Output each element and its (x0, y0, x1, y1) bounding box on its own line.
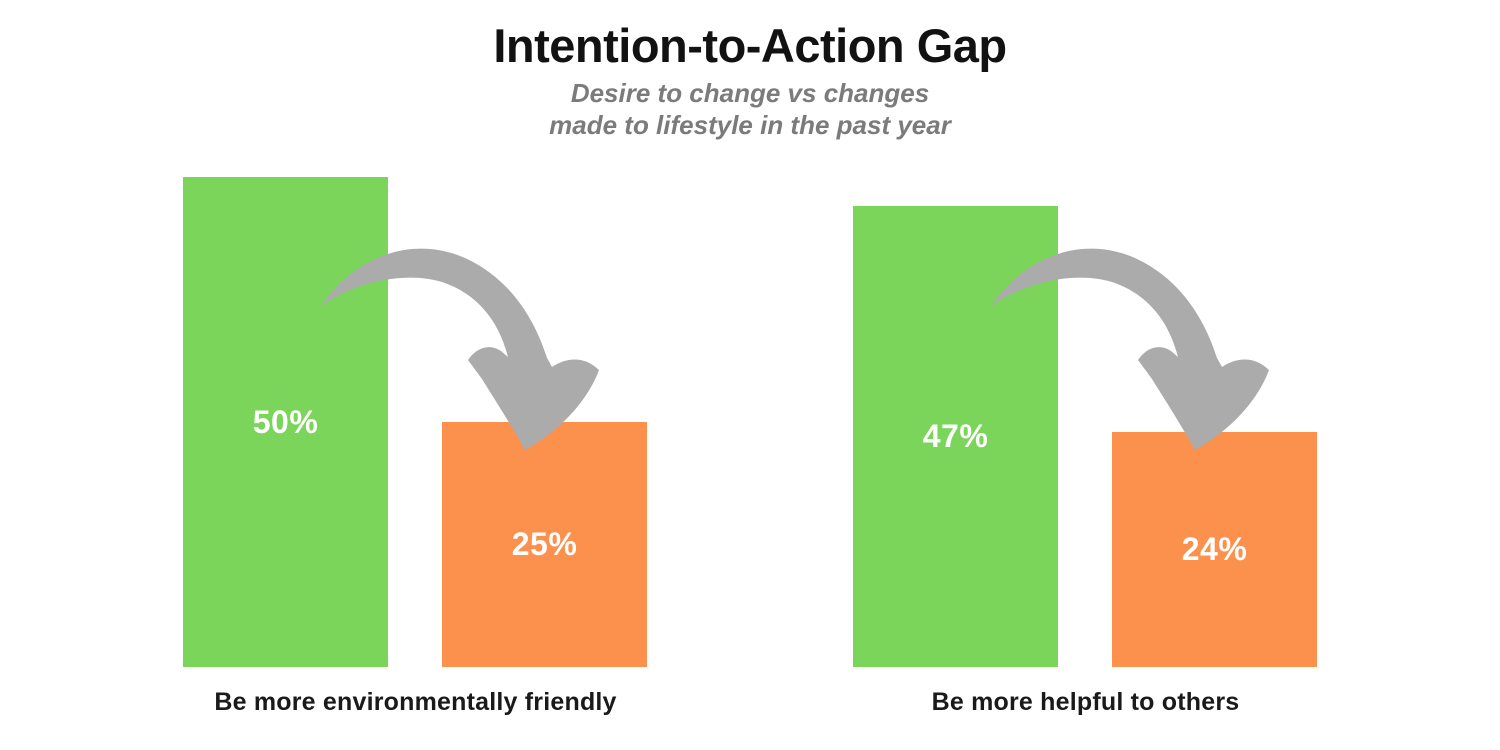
curved-down-arrow-icon (991, 248, 1269, 450)
chart-group-helpful: 47% 24% Be more helpful to others (853, 0, 1318, 750)
intention-value-label: 50% (252, 403, 319, 440)
action-value-label: 24% (1181, 531, 1248, 567)
action-value-label: 25% (511, 526, 578, 562)
intention-value-label: 47% (922, 418, 989, 454)
action-bar-helpful: 24% (1112, 432, 1317, 667)
category-label-environment: Be more environmentally friendly (214, 688, 617, 716)
action-bar-environment: 25% (442, 422, 647, 667)
chart-subtitle-line1: Desire to change vs changes (570, 77, 930, 108)
chart-header: Intention-to-Action Gap Desire to change… (0, 20, 1500, 141)
category-label-helpful: Be more helpful to others (931, 688, 1240, 716)
chart-subtitle-line2: made to lifestyle in the past year (549, 110, 951, 141)
intention-bar-environment: 50% (183, 177, 388, 667)
chart-title: Intention-to-Action Gap (493, 19, 1007, 72)
curved-down-arrow-icon (321, 248, 599, 450)
chart-group-environment: 50% 25% Be more environmentally friendly (183, 0, 648, 750)
